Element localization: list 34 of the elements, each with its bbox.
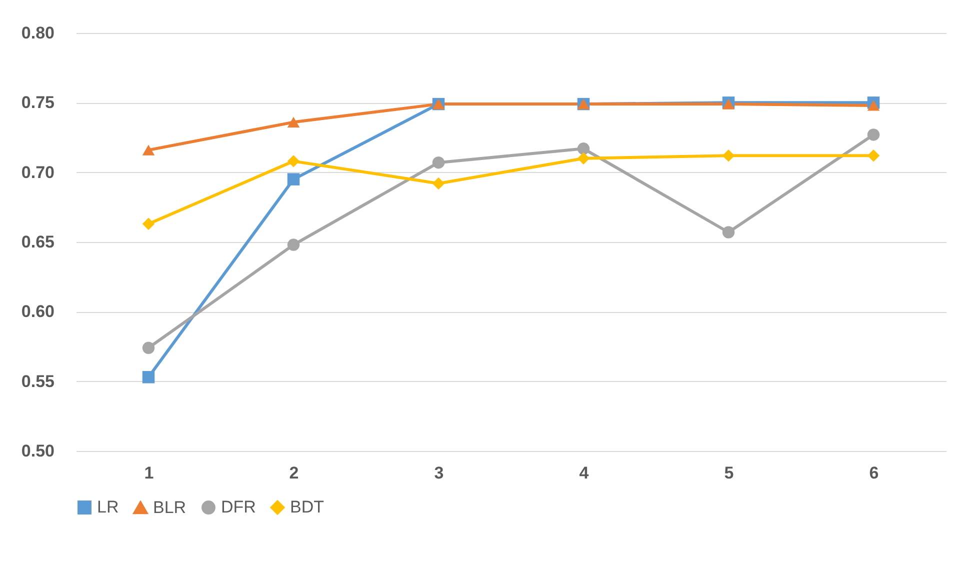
point xyxy=(142,342,155,354)
legend-label: LR xyxy=(97,498,119,517)
legend-label: DFR xyxy=(221,498,256,517)
legend-label: BLR xyxy=(153,498,186,517)
point xyxy=(722,226,735,238)
x-tick-label: 4 xyxy=(579,464,590,482)
x-tick-label: 5 xyxy=(724,464,734,482)
point xyxy=(142,144,155,156)
y-tick-label: 0.75 xyxy=(21,93,54,112)
point xyxy=(287,173,300,186)
point xyxy=(867,149,880,162)
legend-label: BDT xyxy=(290,498,324,517)
point xyxy=(287,116,300,128)
point xyxy=(577,142,590,155)
x-tick-label: 6 xyxy=(869,464,879,482)
y-tick-label: 0.65 xyxy=(21,232,54,252)
y-tick-label: 0.60 xyxy=(21,302,54,322)
x-tick-label: 2 xyxy=(289,464,299,482)
point xyxy=(867,100,880,111)
point xyxy=(287,238,300,251)
point xyxy=(577,152,590,165)
x-tick-label: 3 xyxy=(434,464,444,482)
y-tick-label: 0.80 xyxy=(21,24,54,42)
point xyxy=(867,128,880,141)
point xyxy=(432,156,445,169)
y-tick-label: 0.50 xyxy=(21,442,54,460)
x-tick-label: 1 xyxy=(144,464,154,482)
y-tick-label: 0.70 xyxy=(21,162,54,182)
point xyxy=(287,155,300,168)
point xyxy=(142,218,155,230)
point xyxy=(722,149,735,162)
point xyxy=(432,177,445,190)
point xyxy=(142,371,155,384)
y-tick-label: 0.55 xyxy=(21,372,54,391)
